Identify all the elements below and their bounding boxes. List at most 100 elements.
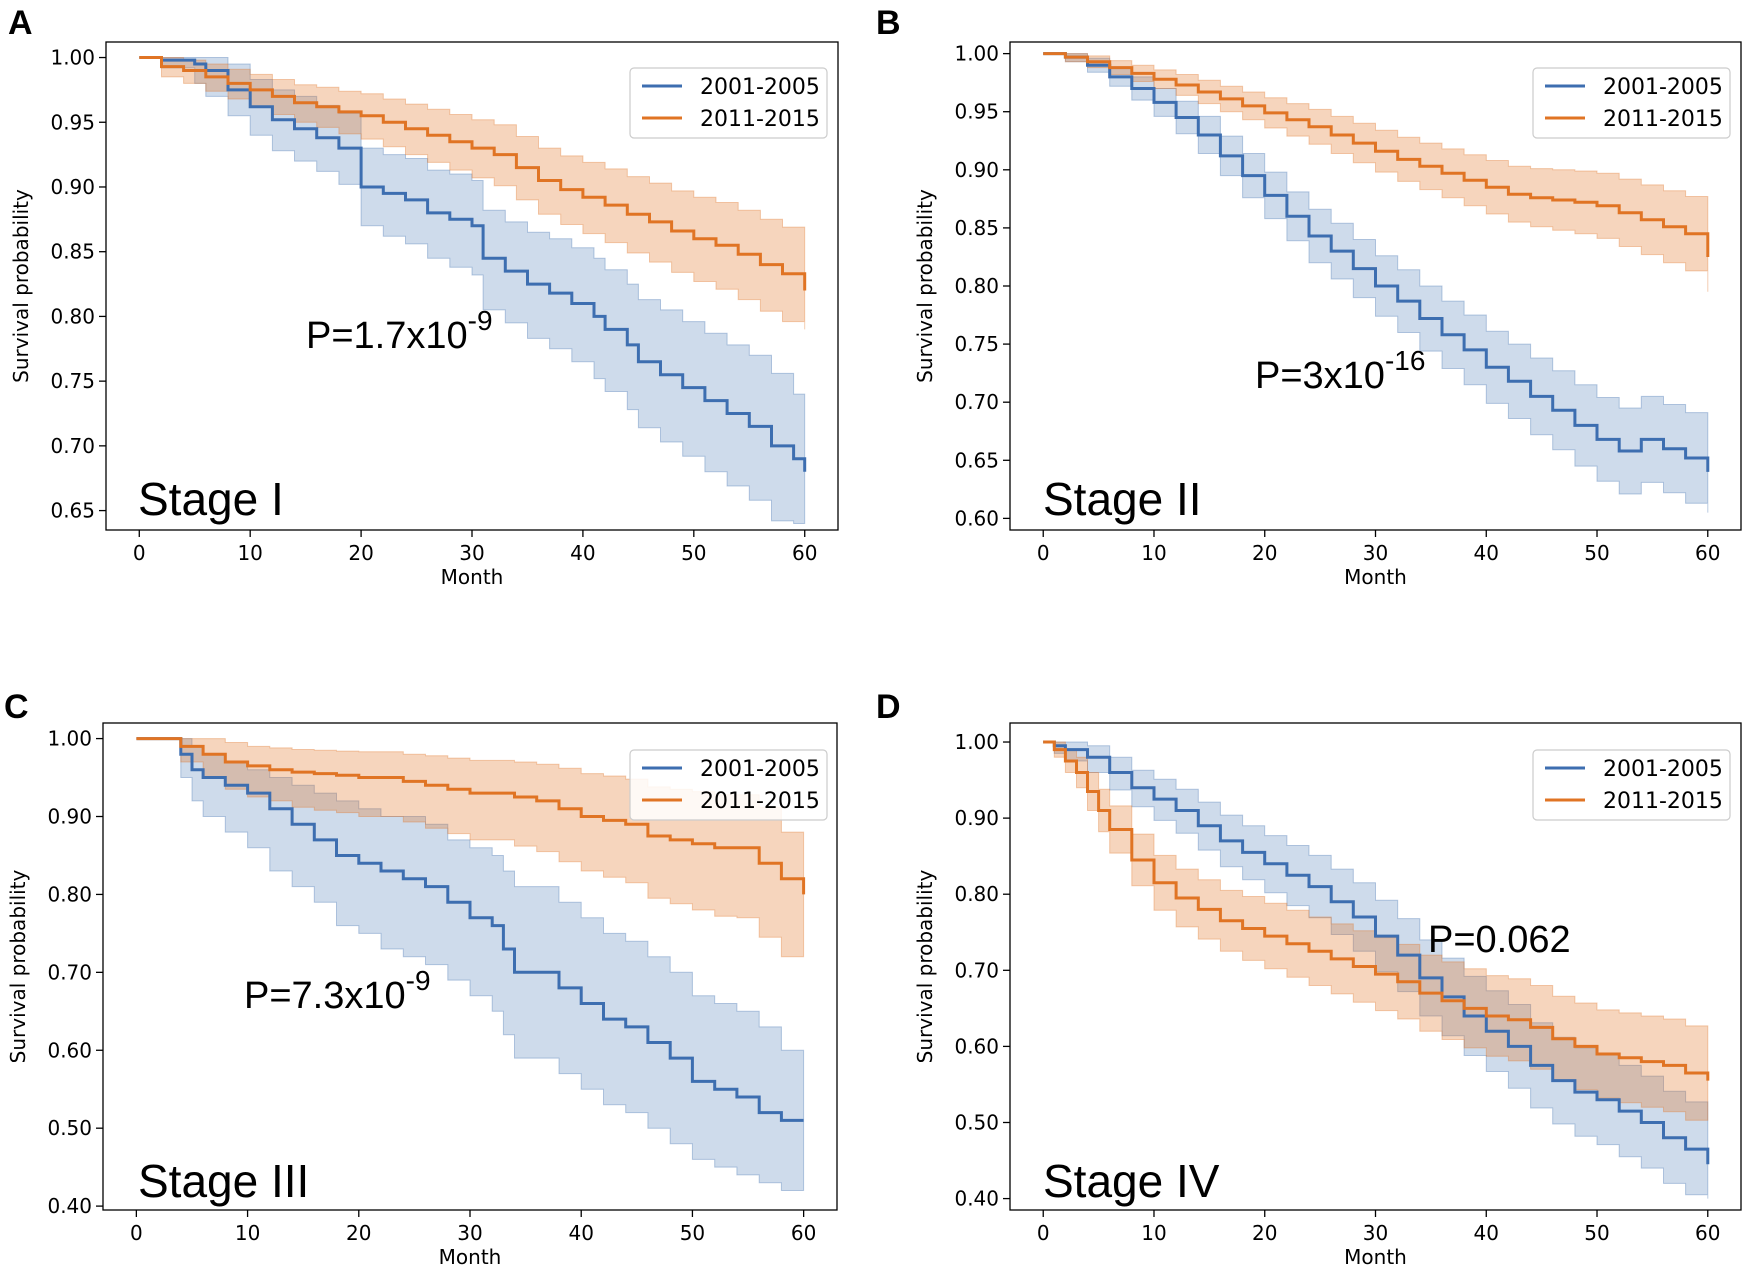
x-tick-label: 60	[1695, 541, 1720, 565]
panel-c: C 0 10 20 30 40 50 60 0.40 0.50 0.60 0.70 0.80 0.90 1.…	[4, 688, 838, 1269]
x-tick-label: 60	[1695, 1221, 1720, 1245]
y-tick-label: 0.40	[47, 1194, 92, 1218]
y-tick-label: 0.85	[954, 216, 999, 240]
y-tick-label: 0.70	[954, 958, 999, 982]
x-axis-label: Month	[1344, 1245, 1407, 1269]
plot-area	[1043, 740, 1710, 1199]
survival-line-2001-2005	[139, 56, 807, 472]
stage-annotation: Stage III	[138, 1155, 309, 1207]
y-tick-label: 0.90	[954, 806, 999, 830]
y-axis-label: Survival probability	[913, 189, 937, 383]
survival-line-2001-2005	[1043, 740, 1710, 1165]
p-value-annotation: P=7.3x10-9	[244, 965, 431, 1017]
x-tick-label: 30	[459, 541, 484, 565]
y-tick-label: 0.70	[50, 434, 95, 458]
y-tick-label: 1.00	[954, 730, 999, 754]
x-tick-label: 20	[348, 541, 373, 565]
y-tick-label: 0.70	[954, 390, 999, 414]
confidence-band-2011-2015	[139, 57, 806, 330]
y-tick-label: 0.40	[954, 1187, 999, 1211]
y-tick-label: 0.70	[47, 960, 92, 984]
x-tick-label: 0	[133, 541, 146, 565]
y-tick-label: 0.80	[47, 882, 92, 906]
x-tick-label: 0	[1037, 1221, 1050, 1245]
y-tick-label: 0.95	[954, 100, 999, 124]
p-value-base: P=3x10	[1255, 355, 1385, 397]
p-value-annotation: P=1.7x10-9	[306, 305, 493, 357]
p-value-exponent: -16	[1385, 345, 1425, 376]
survival-line-2011-2015	[1043, 740, 1710, 1081]
p-value-base: P=0.062	[1428, 919, 1571, 961]
x-axis-label: Month	[1344, 565, 1407, 589]
x-tick-label: 20	[1252, 541, 1277, 565]
x-tick-label: 40	[1474, 1221, 1499, 1245]
y-tick-label: 0.85	[50, 240, 95, 264]
confidence-band-2001-2005	[139, 57, 806, 524]
y-tick-label: 0.90	[47, 805, 92, 829]
legend-entry: 2011-2015	[700, 789, 820, 814]
plot-area	[139, 56, 807, 524]
x-tick-label: 10	[1141, 541, 1166, 565]
x-tick-label: 50	[1584, 541, 1609, 565]
legend: 2001-2005 2011-2015	[629, 749, 828, 821]
panel-letter: C	[4, 688, 29, 726]
stage-annotation: Stage IV	[1043, 1155, 1220, 1207]
panel-letter: A	[8, 4, 33, 42]
survival-line-2011-2015	[1043, 52, 1710, 257]
survival-line-2011-2015	[139, 56, 807, 291]
legend-entry: 2011-2015	[1603, 789, 1723, 814]
x-tick-label: 40	[570, 541, 595, 565]
y-tick-label: 0.80	[954, 882, 999, 906]
y-tick-label: 0.60	[954, 1034, 999, 1058]
y-tick-label: 0.80	[954, 274, 999, 298]
p-value-exponent: -9	[406, 965, 431, 996]
x-tick-label: 20	[346, 1221, 371, 1245]
x-tick-label: 10	[1141, 1221, 1166, 1245]
x-tick-label: 60	[792, 541, 817, 565]
y-tick-label: 1.00	[47, 727, 92, 751]
x-tick-label: 20	[1252, 1221, 1277, 1245]
x-tick-label: 60	[791, 1221, 816, 1245]
x-axis-label: Month	[439, 1245, 502, 1269]
legend-entry: 2001-2005	[700, 75, 820, 100]
panel-d: D 0 10 20 30 40 50 60 0.40 0.50 0.60 0.70 0.80 0.90 1.…	[876, 688, 1742, 1269]
y-tick-label: 0.65	[50, 499, 95, 523]
x-tick-label: 50	[680, 1221, 705, 1245]
y-tick-label: 0.50	[47, 1116, 92, 1140]
y-axis-label: Survival probability	[6, 869, 30, 1063]
x-tick-label: 30	[457, 1221, 482, 1245]
x-axis-label: Month	[441, 565, 504, 589]
x-tick-label: 40	[568, 1221, 593, 1245]
p-value-annotation: P=0.062	[1428, 919, 1571, 961]
p-value-annotation: P=3x10-16	[1255, 345, 1425, 397]
stage-annotation: Stage I	[138, 473, 284, 525]
legend-entry: 2001-2005	[1603, 75, 1723, 100]
p-value-base: P=7.3x10	[244, 975, 406, 1017]
legend: 2001-2005 2011-2015	[1532, 749, 1731, 821]
y-tick-label: 0.60	[47, 1038, 92, 1062]
stage-annotation: Stage II	[1043, 473, 1202, 525]
survival-line-2001-2005	[1043, 52, 1710, 472]
y-axis-label: Survival probability	[913, 869, 937, 1063]
y-tick-label: 0.90	[50, 175, 95, 199]
panel-letter: D	[876, 688, 901, 726]
panel-b: B 0 10 20 30 40 50 60 0.60 0.65 0.70 0.75 0.80 0.85 0.…	[876, 4, 1742, 589]
panel-letter: B	[876, 4, 901, 42]
x-tick-label: 50	[681, 541, 706, 565]
x-tick-label: 0	[130, 1221, 143, 1245]
y-tick-label: 1.00	[50, 46, 95, 70]
x-tick-label: 50	[1584, 1221, 1609, 1245]
y-tick-label: 0.50	[954, 1110, 999, 1134]
y-tick-label: 0.60	[954, 506, 999, 530]
legend: 2001-2005 2011-2015	[629, 67, 828, 139]
y-tick-label: 0.90	[954, 158, 999, 182]
y-tick-label: 0.95	[50, 110, 95, 134]
survival-line-2011-2015	[136, 737, 806, 895]
x-tick-label: 0	[1037, 541, 1050, 565]
legend: 2001-2005 2011-2015	[1532, 67, 1731, 139]
y-tick-label: 1.00	[954, 42, 999, 66]
x-tick-label: 30	[1363, 1221, 1388, 1245]
y-tick-label: 0.65	[954, 448, 999, 472]
